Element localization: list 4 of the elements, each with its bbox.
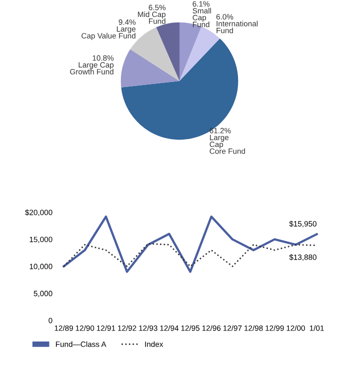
line-series [62, 216, 318, 273]
pie-slice [121, 38, 238, 140]
pie-slice [156, 22, 180, 82]
line-series [63, 242, 318, 268]
